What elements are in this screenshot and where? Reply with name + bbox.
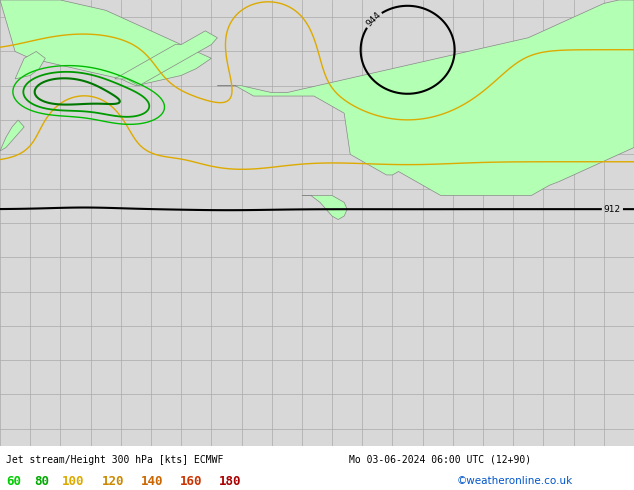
Polygon shape xyxy=(217,0,634,196)
Text: Mo 03-06-2024 06:00 UTC (12+90): Mo 03-06-2024 06:00 UTC (12+90) xyxy=(349,455,531,465)
Text: 944: 944 xyxy=(365,10,383,29)
Text: 100: 100 xyxy=(62,475,84,488)
Text: 140: 140 xyxy=(141,475,163,488)
Text: Jet stream/Height 300 hPa [kts] ECMWF: Jet stream/Height 300 hPa [kts] ECMWF xyxy=(6,455,224,465)
Polygon shape xyxy=(0,120,24,151)
Polygon shape xyxy=(115,31,217,86)
Text: 60: 60 xyxy=(6,475,22,488)
Polygon shape xyxy=(15,51,45,79)
Text: ©weatheronline.co.uk: ©weatheronline.co.uk xyxy=(456,476,573,486)
Text: 180: 180 xyxy=(219,475,242,488)
Text: 160: 160 xyxy=(180,475,202,488)
Text: 912: 912 xyxy=(604,205,621,214)
Polygon shape xyxy=(302,196,347,220)
Text: 120: 120 xyxy=(101,475,124,488)
Text: 80: 80 xyxy=(34,475,49,488)
Polygon shape xyxy=(0,0,211,86)
